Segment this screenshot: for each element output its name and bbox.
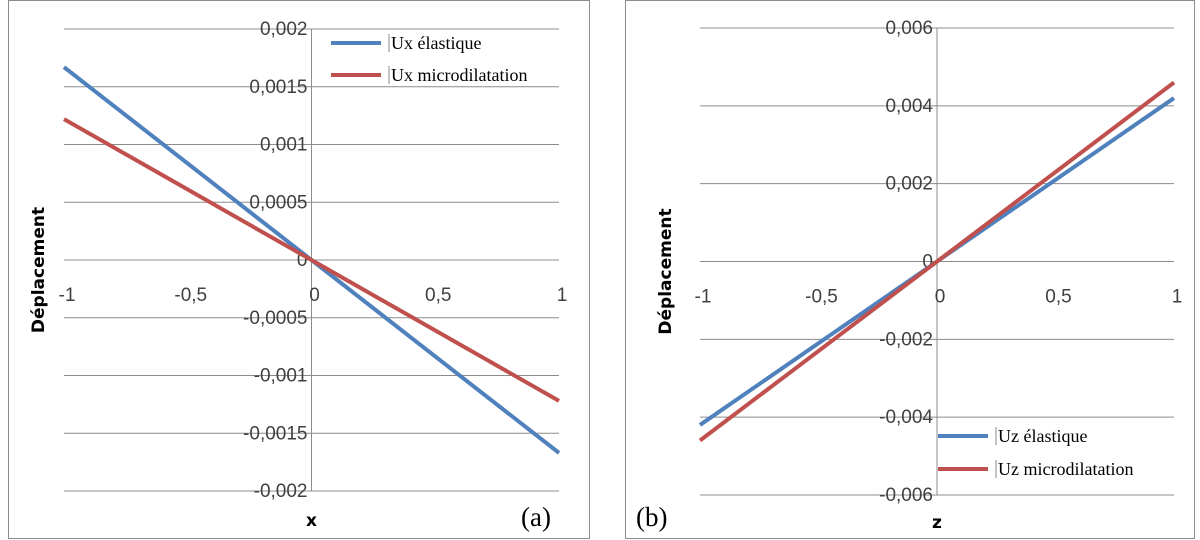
legend-label: Ux élastique <box>391 33 481 53</box>
chart-a-svg: 0,0020,00150,0010,00050-0,0005-0,001-0,0… <box>29 19 568 532</box>
y-axis-title: Déplacement <box>29 207 49 333</box>
y-tick-label: 0 <box>922 252 933 273</box>
y-tick-label: 0,0005 <box>249 192 307 213</box>
chart-panel-a: 0,002 0,0015 0,001 0,0005 0 -0,0005 -0,001 -0,0… <box>8 0 590 539</box>
y-tick-label: -0,006 <box>879 485 933 506</box>
series-line <box>698 80 1176 443</box>
series-line <box>63 117 560 403</box>
legend-label: Uz microdilatation <box>998 459 1133 479</box>
panel-label: (b) <box>636 502 667 532</box>
y-tick-label: -0,0005 <box>243 308 307 329</box>
y-tick-label: -0,001 <box>254 366 308 387</box>
y-tick-label: 0,002 <box>260 19 308 40</box>
y-tick-label: 0,004 <box>885 96 933 117</box>
y-tick-label: 0,006 <box>885 18 933 39</box>
x-tick-label: -1 <box>59 285 76 306</box>
x-axis-title: z <box>932 513 942 533</box>
y-tick-label: 0,001 <box>260 135 308 156</box>
x-tick-label: 0 <box>935 287 946 308</box>
y-tick-label: -0,004 <box>879 407 933 428</box>
legend-label: Ux microdilatation <box>391 65 527 85</box>
y-tick-label: -0,002 <box>254 481 308 502</box>
y-tick-label: 0,002 <box>885 174 933 195</box>
x-tick-label: 1 <box>1172 287 1183 308</box>
panel-label: (a) <box>521 502 551 532</box>
y-tick-label: 0 <box>297 250 308 271</box>
x-axis-title: x <box>306 511 317 531</box>
x-tick-label: -0,5 <box>174 285 207 306</box>
x-tick-label: 1 <box>557 285 568 306</box>
y-tick-label: 0,0015 <box>249 77 307 98</box>
x-tick-label: 0 <box>309 285 320 306</box>
y-tick-label: -0,0015 <box>243 423 307 444</box>
chart-panel-b: 0,006 0,004 0,002 0 -0,002 -0,004 -0,006 -1 -0,5… <box>625 0 1195 539</box>
x-tick-label: 0,5 <box>425 285 451 306</box>
y-tick-label: -0,002 <box>879 329 933 350</box>
x-tick-label: -0,5 <box>805 287 838 308</box>
x-tick-label: -1 <box>695 287 712 308</box>
legend-label: Uz élastique <box>998 426 1087 446</box>
y-axis-title: Déplacement <box>656 208 676 334</box>
x-tick-label: 0,5 <box>1045 287 1071 308</box>
